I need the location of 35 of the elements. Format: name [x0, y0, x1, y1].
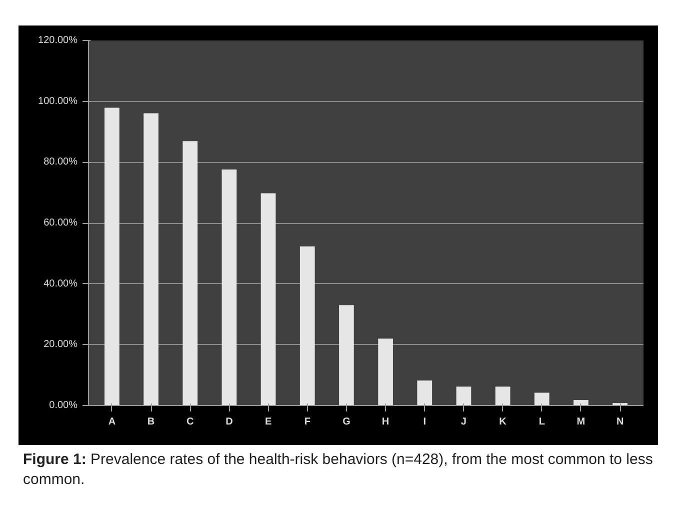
bar: [339, 305, 354, 406]
caption: Figure 1: Prevalence rates of the health-risk behaviors (n=428), from the most common to less common.: [23, 450, 654, 490]
y-tick-label: 0.00%: [49, 400, 78, 411]
bar: [378, 338, 393, 406]
bar: [495, 386, 510, 406]
y-tick-label: 100.00%: [38, 96, 78, 107]
bar: [456, 386, 472, 406]
x-tick-label: L: [538, 416, 545, 428]
y-tick-label: 20.00%: [44, 339, 78, 350]
y-tick-label: 60.00%: [44, 218, 78, 228]
bar: [104, 108, 120, 406]
bar: [260, 193, 276, 406]
x-tick-label: K: [499, 416, 508, 428]
bar: [182, 141, 198, 406]
x-tick-label: H: [382, 416, 390, 428]
x-tick-label: G: [342, 416, 351, 428]
bar: [222, 169, 237, 406]
bar: [417, 380, 432, 406]
x-tick-label: A: [108, 416, 116, 428]
x-tick-label: C: [186, 416, 194, 428]
y-tick-label: 120.00%: [38, 35, 78, 46]
y-tick-label: 80.00%: [44, 156, 78, 168]
x-tick-label: D: [226, 416, 233, 428]
y-tick-label: 40.00%: [44, 278, 78, 290]
bar: [300, 246, 315, 406]
x-tick-label: M: [576, 416, 586, 428]
bar: [144, 113, 158, 406]
bar: [574, 400, 588, 406]
x-tick-label: N: [616, 416, 624, 428]
x-tick-label: E: [264, 416, 272, 428]
bar: [534, 392, 550, 406]
x-tick-label: B: [147, 416, 155, 428]
x-tick-label: I: [423, 416, 426, 428]
x-tick-label: F: [304, 416, 310, 428]
x-tick-label: J: [460, 416, 466, 428]
